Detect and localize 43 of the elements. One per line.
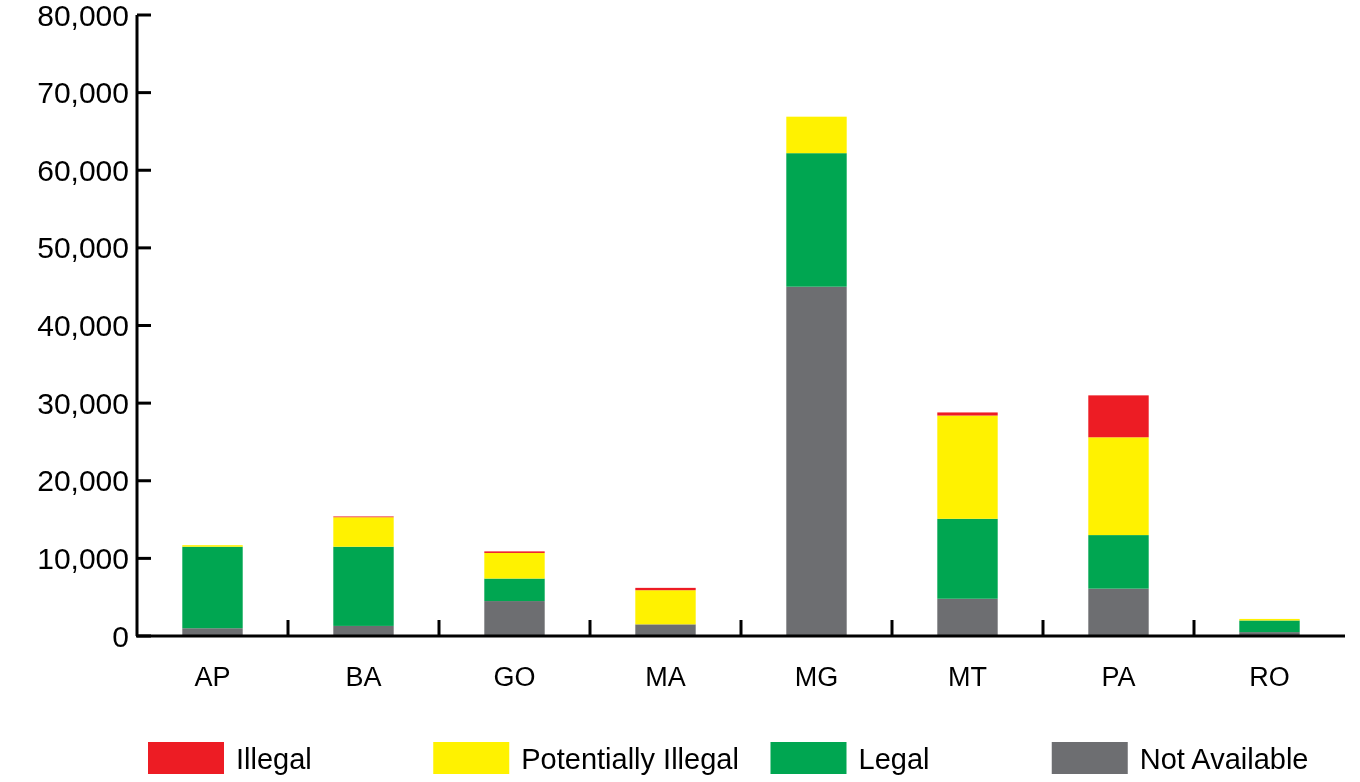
y-tick-label: 10,000 [37,541,129,575]
bar [786,116,847,154]
y-tick-label: 70,000 [37,76,129,110]
bar [937,415,998,519]
bar [786,153,847,287]
bar [1088,535,1149,589]
legend-label: Legal [858,743,930,775]
x-tick-label: AP [194,662,231,692]
bar [786,286,847,636]
bar [937,598,998,636]
bar [1088,588,1149,636]
x-tick-label: MT [948,662,987,692]
bar [1239,620,1300,633]
bar [333,546,394,626]
y-tick-label: 40,000 [37,309,129,342]
bar [937,412,998,416]
x-tick-label: GO [493,662,536,692]
x-tick-label: MG [794,662,839,692]
legend-label: Illegal [236,743,312,775]
bar [484,552,545,579]
x-tick-label: MA [645,662,686,692]
y-tick-label: 80,000 [37,0,129,32]
bar [484,578,545,602]
bar [182,546,243,629]
bar [1088,395,1149,438]
y-tick-label: 30,000 [37,386,129,420]
bar [635,624,696,636]
y-tick-label: 60,000 [37,153,129,187]
x-tick-label: BA [345,662,382,692]
bar [1088,437,1149,536]
y-tick-label: 0 [112,619,129,653]
x-tick-label: RO [1249,662,1290,692]
bar [937,518,998,599]
y-tick-label: 20,000 [37,464,129,498]
bar [484,601,545,636]
bar [333,517,394,547]
x-tick-label: PA [1101,662,1136,692]
bar [635,590,696,625]
legend-label: Not Available [1139,743,1309,775]
bar [182,628,243,636]
y-tick-label: 50,000 [37,231,129,265]
bar [333,625,394,636]
legend-label: Potentially Illegal [521,743,739,775]
